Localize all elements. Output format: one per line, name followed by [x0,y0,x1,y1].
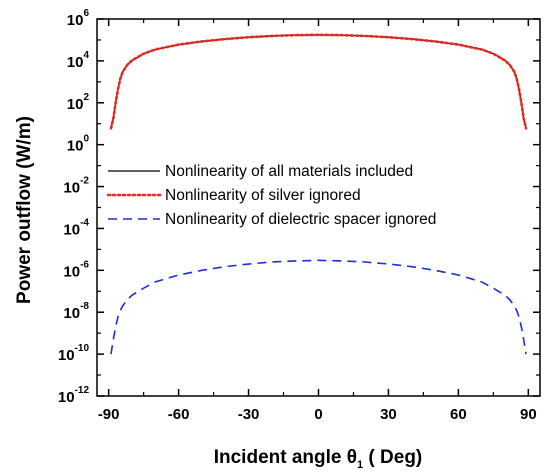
x-tick-label: 30 [380,406,397,423]
y-tick-label: 106 [67,8,90,29]
series-line-1 [110,34,527,129]
legend: Nonlinearity of all materials included No… [106,163,436,228]
ticks-layer [97,18,540,397]
x-axis-title-main: Incident angle θ [214,447,357,468]
legend-label-1: Nonlinearity of all materials included [165,163,413,180]
series-layer [109,33,528,355]
y-axis-title: Power outflow (W/m) [14,116,35,304]
tick-labels-layer: -90 -60 -30 0 30 60 90 10-12 10-10 10-8 10-6 10-4 10… [58,8,537,423]
x-tick-label: -60 [168,406,190,423]
y-tick-label: 10-8 [63,301,89,322]
y-tick-label: 10-4 [63,217,89,238]
y-tick-label: 10-6 [63,259,89,280]
legend-label-3: Nonlinearity of dielectric spacer ignore… [165,211,436,228]
x-tick-label: -30 [238,406,260,423]
y-tick-label: 100 [67,134,90,155]
x-axis-title-subscript: 1 [357,459,363,471]
x-tick-label: -90 [98,406,120,423]
plot-frame [96,18,541,397]
x-tick-label: 60 [450,406,467,423]
y-tick-label: 10-10 [58,343,90,364]
series-line-3 [110,259,527,355]
y-tick-label: 10-2 [63,176,89,197]
y-tick-label: 104 [67,50,90,71]
y-tick-label: 10-12 [58,385,90,406]
x-tick-label: 0 [314,406,322,423]
x-axis-title: Incident angle θ1 ( Deg) [214,447,423,471]
series-line-2 [109,33,528,130]
x-axis-title-unit: ( Deg) [363,447,422,468]
x-tick-label: 90 [520,406,537,423]
y-tick-label: 102 [67,92,90,113]
legend-label-2: Nonlinearity of silver ignored [165,187,361,204]
